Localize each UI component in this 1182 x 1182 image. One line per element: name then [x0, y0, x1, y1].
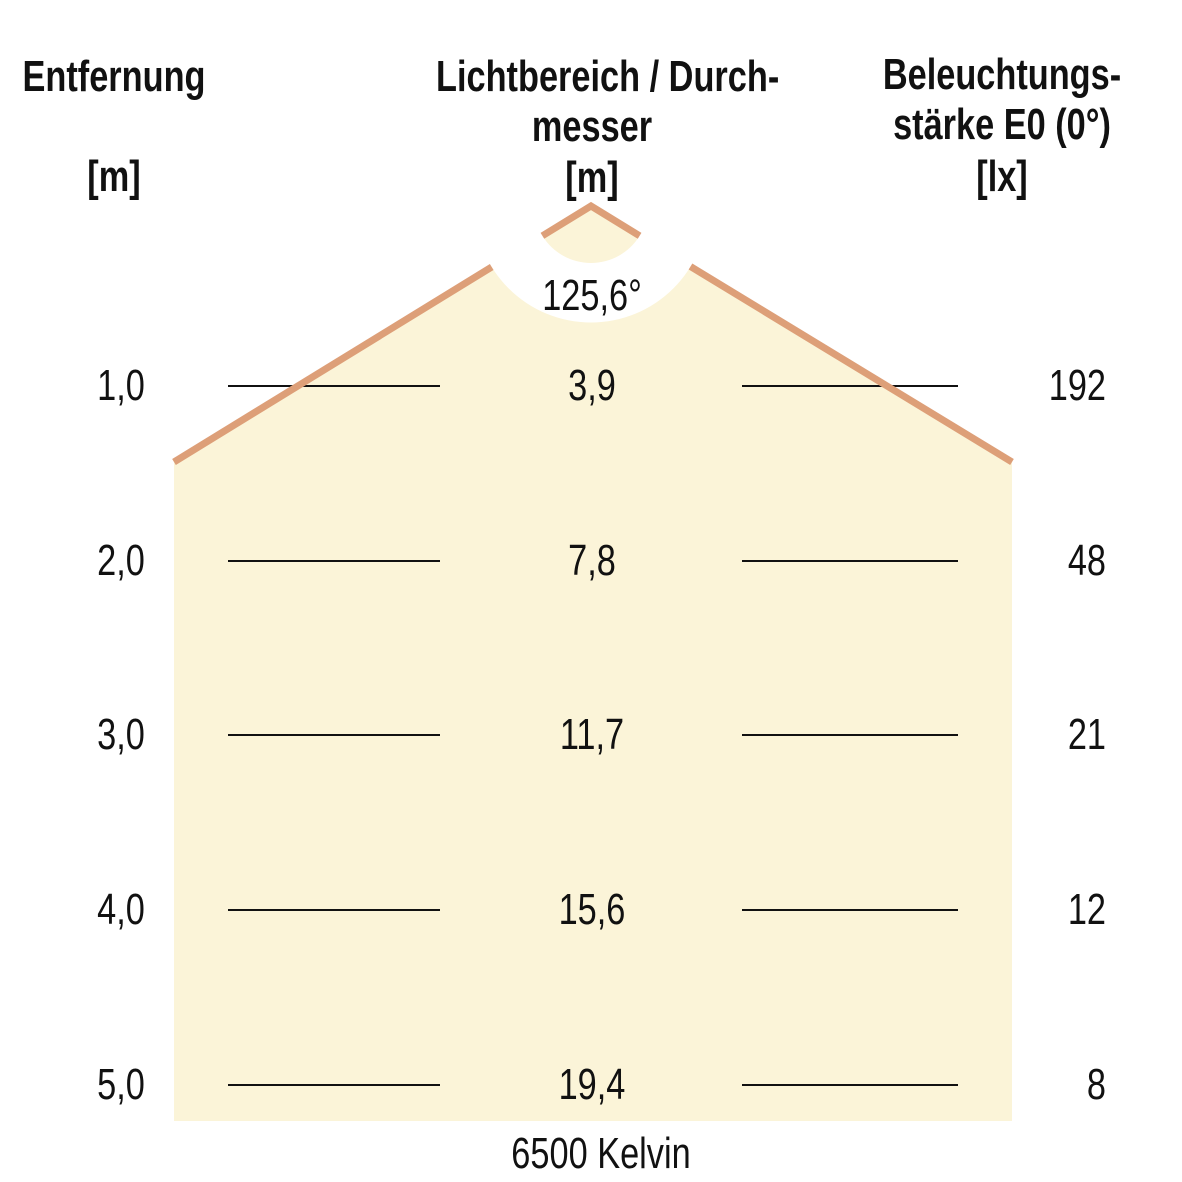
cone-right-edge-line: [688, 263, 1014, 465]
header-illuminance-title-2: stärke E0 (0°): [893, 100, 1111, 149]
diameter-value: 11,7: [559, 710, 625, 759]
header-diameter-title-1: Lichtbereich / Durch-: [436, 52, 780, 101]
diameter-value: 7,8: [568, 536, 616, 585]
distance-value: 4,0: [97, 885, 145, 934]
header-distance-title: Entfernung: [22, 52, 206, 101]
distance-value: 3,0: [97, 710, 145, 759]
illuminance-value: 48: [1067, 536, 1106, 585]
apex-wedge-edges: [540, 201, 642, 239]
cone-left-edge-line: [172, 264, 494, 465]
diameter-value: 19,4: [558, 1060, 626, 1109]
apex-wedge-shape: [542, 206, 640, 264]
illuminance-value: 12: [1067, 885, 1106, 934]
distance-value: 5,0: [97, 1060, 145, 1109]
header-distance-unit: [m]: [87, 152, 141, 201]
cone-body-shape: [174, 206, 1012, 1121]
header-diameter-title-2: messer: [531, 102, 653, 151]
distance-value: 1,0: [97, 361, 145, 410]
header-illuminance-unit: [lx]: [976, 152, 1028, 201]
illuminance-value: 192: [1048, 361, 1106, 410]
header-diameter-unit: [m]: [565, 153, 619, 202]
diameter-value: 15,6: [558, 885, 626, 934]
distance-value: 2,0: [97, 536, 145, 585]
header-illuminance-title-1: Beleuchtungs-: [882, 50, 1122, 99]
illuminance-value: 8: [1086, 1060, 1106, 1109]
beam-angle-label: 125,6°: [542, 271, 642, 320]
diameter-value: 3,9: [568, 361, 616, 410]
row-reference-lines: [228, 385, 958, 1086]
color-temperature-label: 6500 Kelvin: [511, 1129, 691, 1178]
illuminance-value: 21: [1067, 710, 1106, 759]
